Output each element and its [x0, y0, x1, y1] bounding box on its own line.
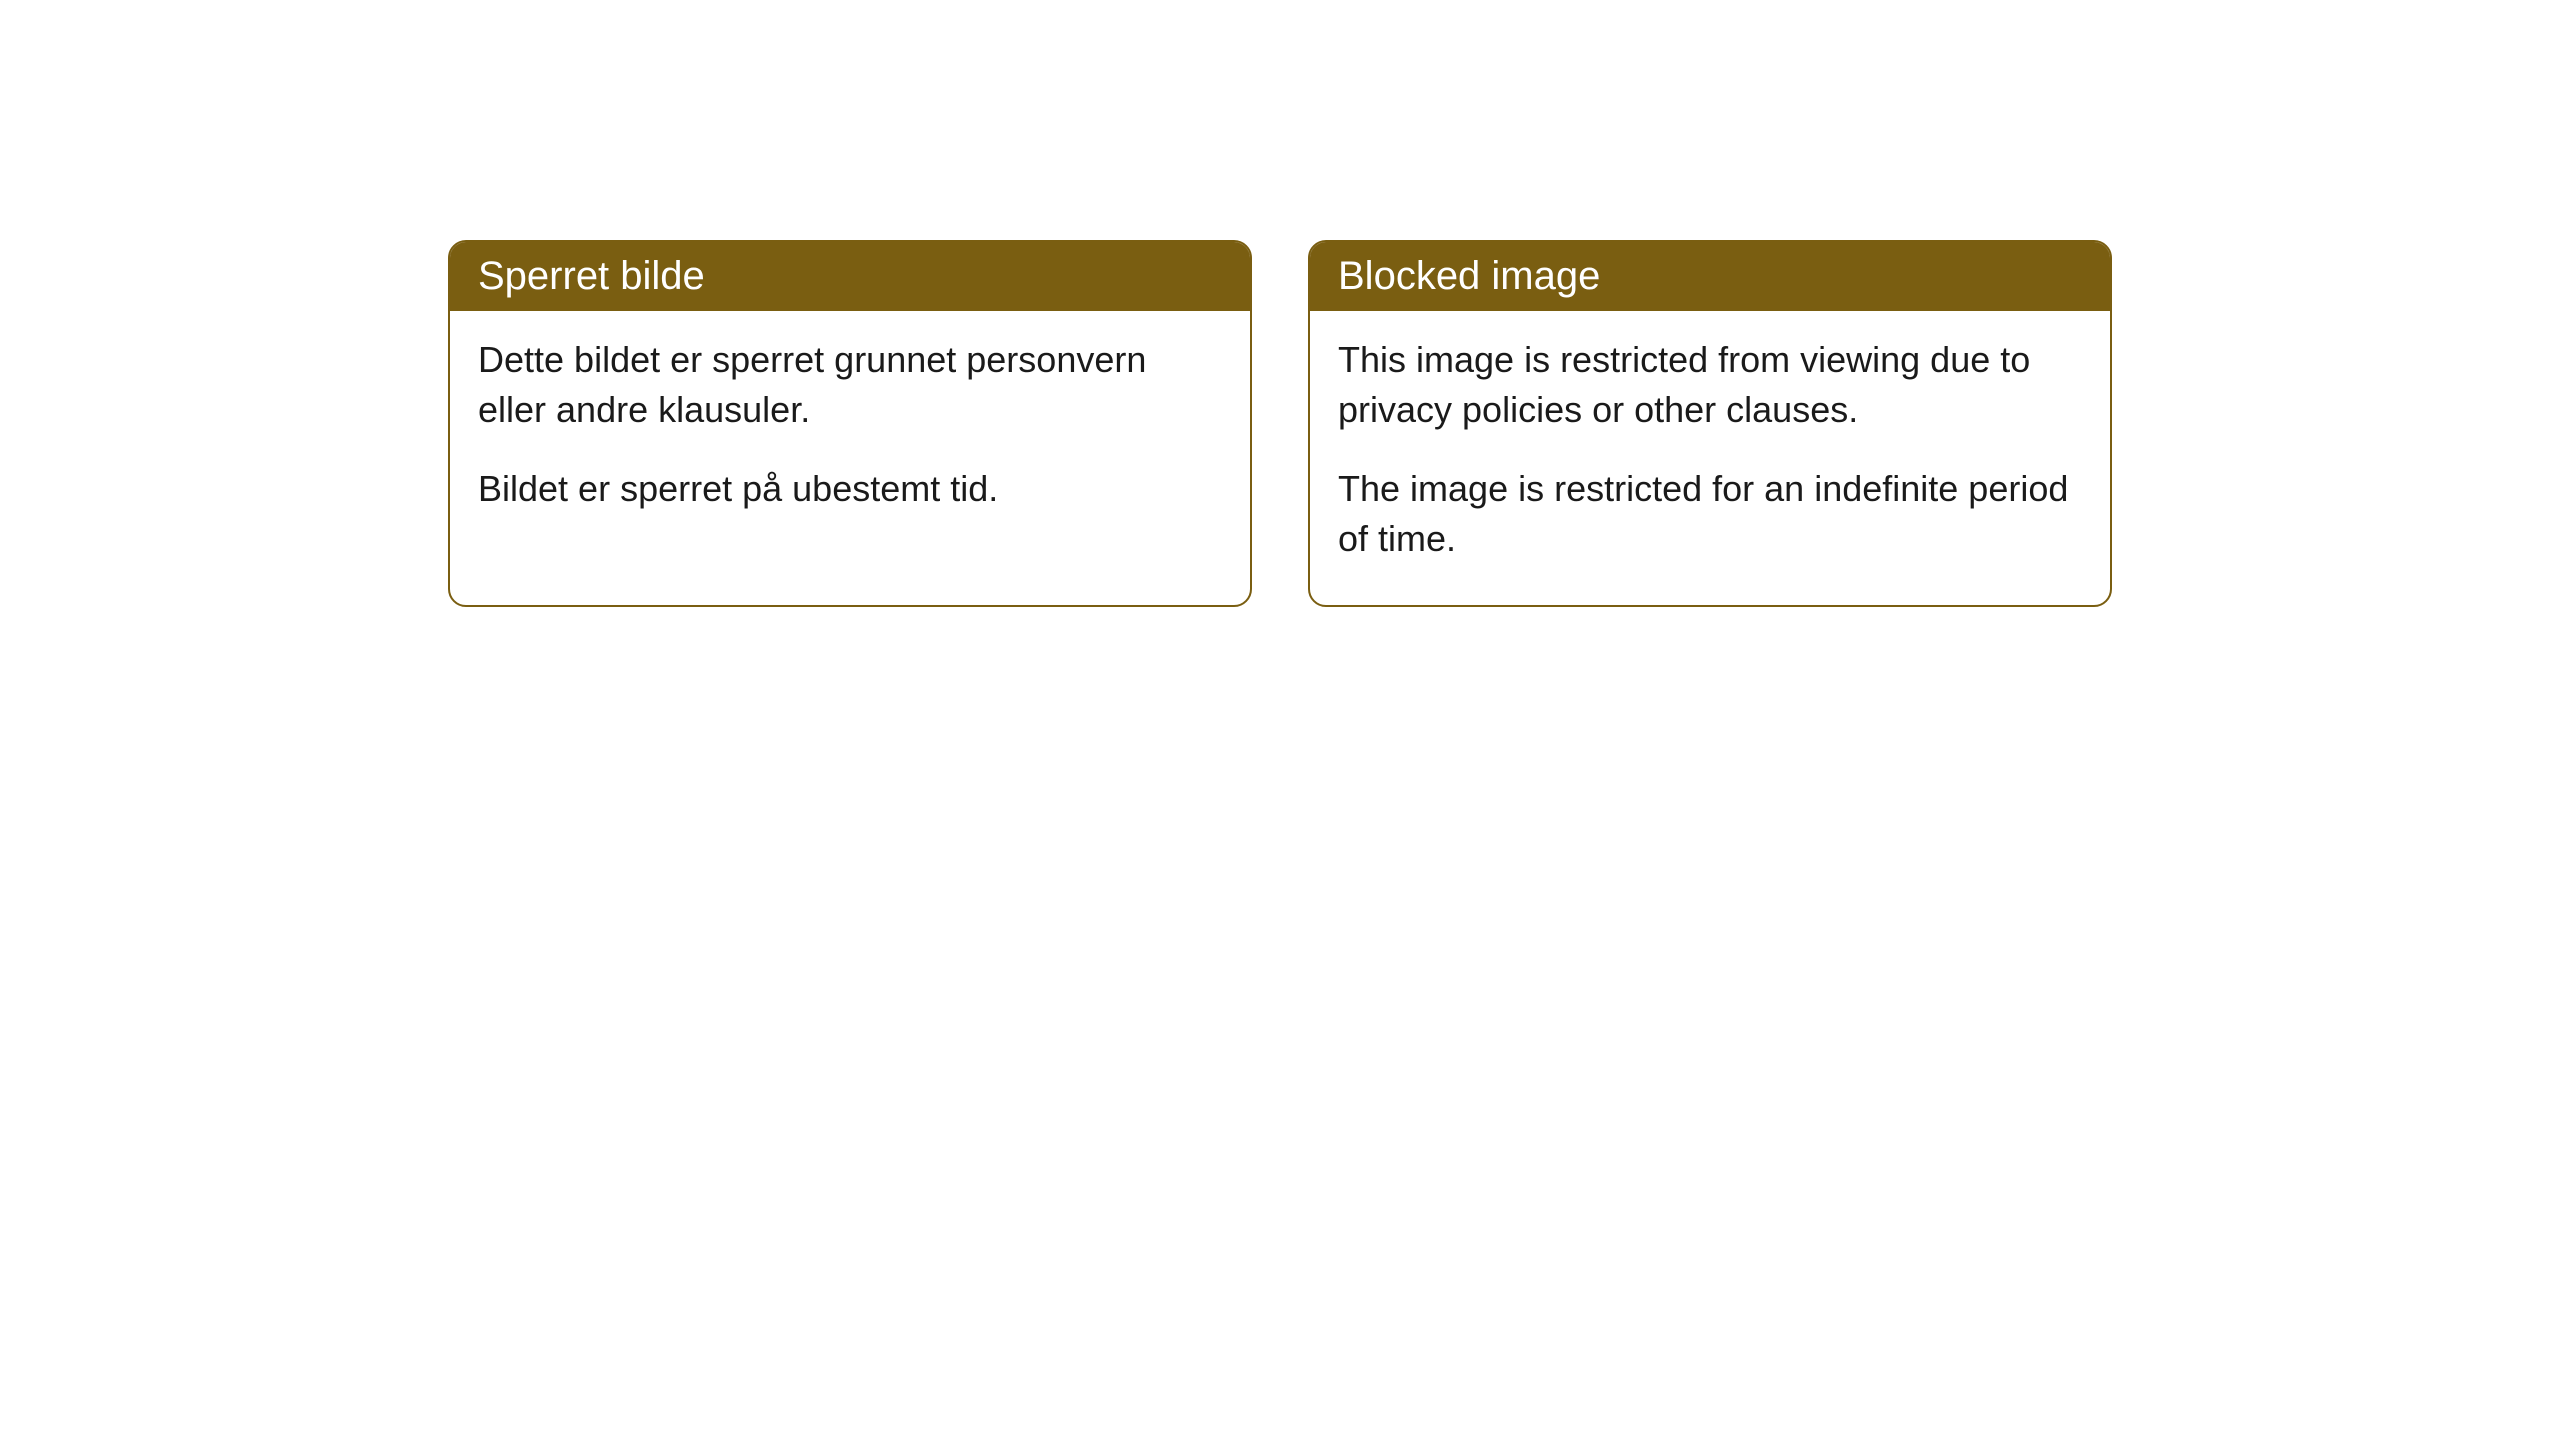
notice-body: Dette bildet er sperret grunnet personve…	[450, 311, 1250, 554]
notice-paragraph: Bildet er sperret på ubestemt tid.	[478, 464, 1222, 514]
notice-title: Sperret bilde	[478, 254, 705, 298]
notice-paragraph: The image is restricted for an indefinit…	[1338, 464, 2082, 565]
notice-body: This image is restricted from viewing du…	[1310, 311, 2110, 605]
notice-header: Blocked image	[1310, 242, 2110, 311]
notice-card-english: Blocked image This image is restricted f…	[1308, 240, 2112, 607]
notice-paragraph: This image is restricted from viewing du…	[1338, 335, 2082, 436]
notice-header: Sperret bilde	[450, 242, 1250, 311]
notice-paragraph: Dette bildet er sperret grunnet personve…	[478, 335, 1222, 436]
notice-title: Blocked image	[1338, 254, 1600, 298]
notice-container: Sperret bilde Dette bildet er sperret gr…	[448, 240, 2112, 607]
notice-card-norwegian: Sperret bilde Dette bildet er sperret gr…	[448, 240, 1252, 607]
